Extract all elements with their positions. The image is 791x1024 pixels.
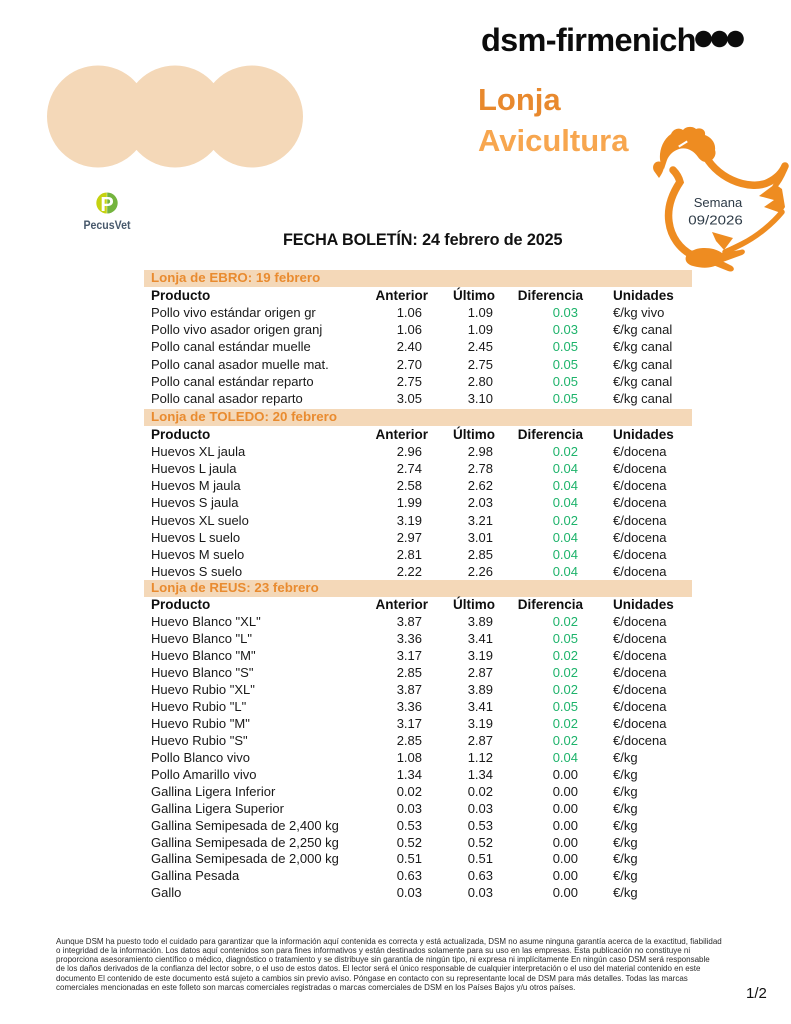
- svg-text:09/2026: 09/2026: [688, 212, 743, 227]
- svg-text:P: P: [100, 194, 113, 216]
- svg-text:PecusVet: PecusVet: [84, 220, 131, 232]
- svg-text:Semana: Semana: [694, 195, 743, 210]
